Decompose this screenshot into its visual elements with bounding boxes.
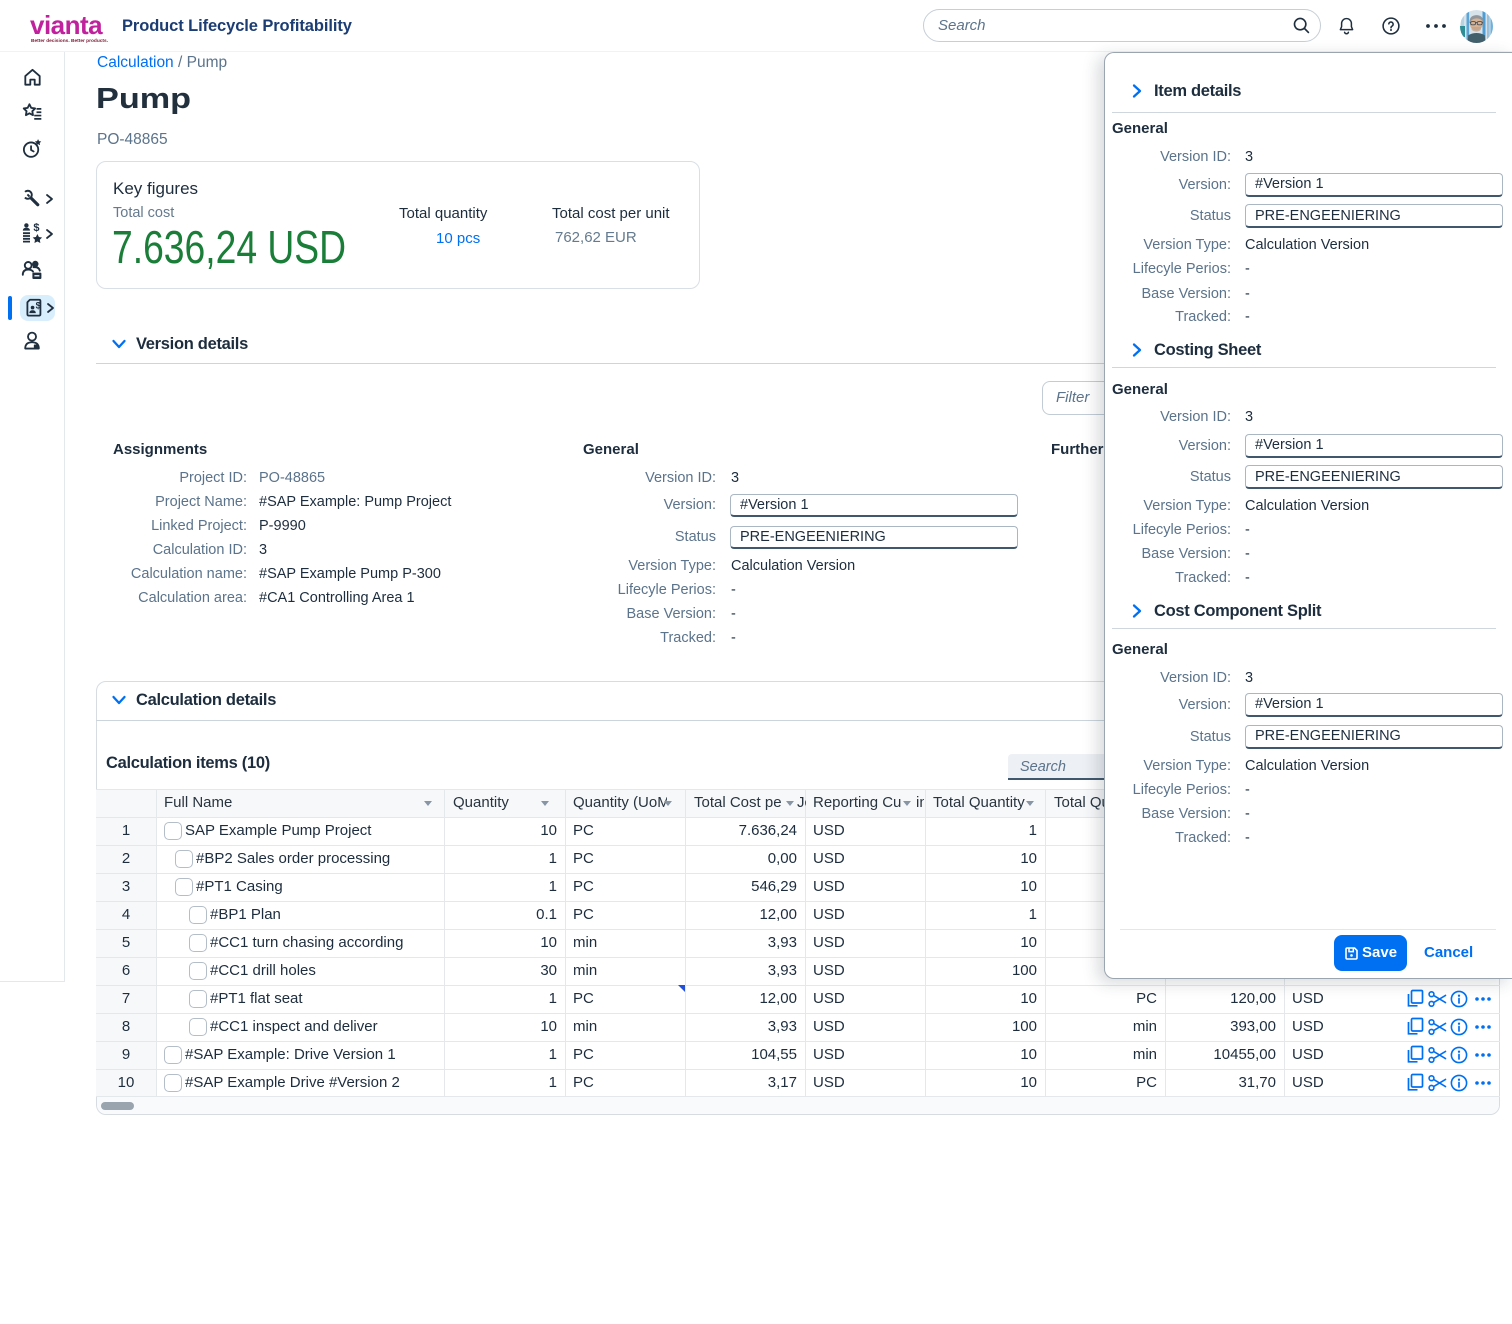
svg-text:$: $ — [33, 222, 39, 234]
svg-text:$: $ — [36, 301, 41, 311]
